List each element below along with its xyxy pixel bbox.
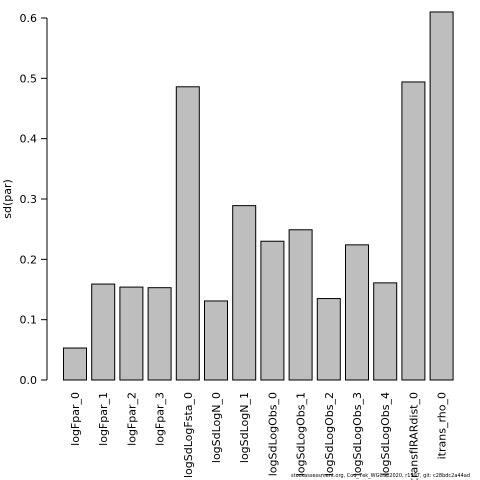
footer-credit: stockassessment.org, Cod_7ek_WGCSE2020, …: [291, 473, 471, 479]
x-tick-label: logSdLogObs_0: [266, 392, 279, 476]
bar-transfIRARdist_0: [401, 81, 426, 381]
x-tick-label: transfIRARdist_0: [407, 392, 420, 480]
bar-logFpar_0: [63, 347, 87, 381]
x-tick-label: logSdLogN_0: [210, 392, 223, 463]
bar-logSdLogObs_1: [288, 229, 313, 381]
x-tick-label: logFpar_3: [154, 392, 167, 446]
bar-logFpar_1: [91, 283, 116, 381]
y-axis-label: sd(par): [1, 179, 14, 219]
bar-logSdLogN_1: [232, 205, 257, 381]
bar-itrans_rho_0: [429, 11, 454, 381]
x-tick-label: logSdLogObs_3: [351, 392, 364, 476]
x-tick-label: logSdLogObs_4: [379, 392, 392, 476]
bar-logSdLogObs_2: [316, 298, 341, 381]
bars: [63, 11, 454, 381]
y-tick-label: 0.6: [20, 12, 38, 25]
bar-logSdLogFsta_0: [175, 86, 200, 381]
x-tick-label: itrans_rho_0: [436, 392, 449, 459]
y-tick-label: 0.3: [20, 193, 38, 206]
y-tick-label: 0.1: [20, 314, 38, 327]
y-axis: 0.0 0.1 0.2 0.3 0.4 0.5 0.6: [20, 12, 48, 387]
x-tick-label: logFpar_0: [69, 392, 82, 446]
y-tick-label: 0.4: [20, 133, 38, 146]
x-tick-labels: logFpar_0 logFpar_1 logFpar_2 logFpar_3 logS…: [69, 392, 449, 480]
bar-logFpar_3: [147, 287, 172, 381]
x-tick-label: logFpar_2: [125, 392, 138, 446]
bar-logFpar_2: [119, 286, 144, 381]
y-tick-label: 0.5: [20, 72, 38, 85]
x-tick-label: logFpar_1: [97, 392, 110, 446]
x-tick-label: logSdLogFsta_0: [182, 392, 195, 478]
bar-logSdLogN_0: [204, 300, 228, 381]
y-tick-label: 0.0: [20, 374, 38, 387]
bar-logSdLogObs_4: [373, 282, 398, 381]
bar-logSdLogObs_3: [345, 244, 369, 381]
x-tick-label: logSdLogObs_1: [295, 392, 308, 476]
y-tick-label: 0.2: [20, 253, 38, 266]
bar-logSdLogObs_0: [260, 240, 285, 381]
x-tick-label: logSdLogN_1: [238, 392, 251, 463]
x-tick-label: logSdLogObs_2: [323, 392, 336, 476]
